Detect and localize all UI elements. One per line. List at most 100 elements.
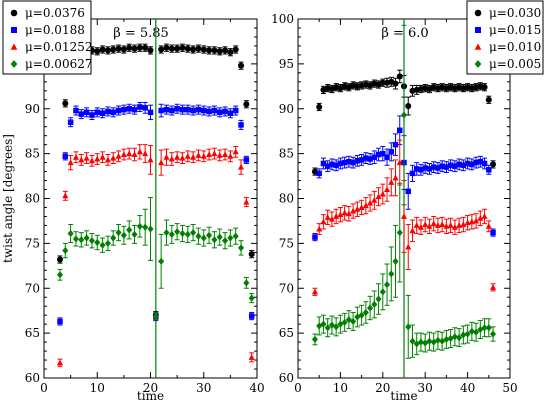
data-point <box>179 154 186 161</box>
data-point <box>413 166 420 172</box>
data-point <box>384 154 390 160</box>
data-point <box>179 229 186 238</box>
data-point <box>392 174 399 181</box>
data-point <box>447 222 454 228</box>
legend-label: μ=0.010 <box>489 40 541 54</box>
data-point <box>168 230 175 238</box>
legend-label: μ=0.015 <box>489 23 541 37</box>
data-point <box>99 153 106 160</box>
y-tick-label: 100 <box>271 12 294 26</box>
data-point <box>206 151 213 157</box>
data-point <box>120 46 127 53</box>
data-point <box>481 84 488 91</box>
data-point <box>486 167 492 173</box>
legend-marker <box>474 9 482 17</box>
data-point <box>346 158 352 165</box>
panel-beta-60: 0 10 20 30 40 50 60 65 70 75 80 85 90 95 100 time β = 6.… <box>271 0 544 403</box>
legend-label: μ=0.005 <box>489 57 541 71</box>
x-tick-label: 40 <box>249 381 264 395</box>
data-point <box>227 110 234 116</box>
data-point <box>375 151 382 158</box>
data-point <box>56 271 63 279</box>
data-point <box>379 288 386 296</box>
x-tick-label: 0 <box>294 381 302 395</box>
data-point <box>329 161 335 168</box>
data-point <box>396 159 403 166</box>
data-point <box>316 225 323 232</box>
y-tick-label: 75 <box>279 236 294 250</box>
legend-marker <box>10 9 18 17</box>
data-point <box>115 45 122 52</box>
data-point <box>67 229 74 238</box>
data-point <box>120 151 127 157</box>
data-point <box>379 190 386 197</box>
data-point <box>222 108 228 115</box>
data-point <box>447 162 454 169</box>
data-point <box>468 218 475 225</box>
data-point <box>232 148 239 155</box>
legend-label: μ=0.0376 <box>25 6 85 20</box>
data-point <box>195 152 202 158</box>
data-point <box>320 218 327 225</box>
data-point <box>333 162 339 169</box>
legend-box <box>2 0 92 75</box>
data-point <box>435 165 441 171</box>
data-point <box>426 166 433 172</box>
data-point <box>110 234 117 242</box>
data-point <box>227 234 234 242</box>
y-axis-label: twist angle [degrees] <box>1 134 15 263</box>
data-point <box>485 223 492 229</box>
data-point <box>409 337 416 345</box>
data-point <box>131 45 138 52</box>
data-point <box>62 246 69 255</box>
data-point <box>473 159 479 166</box>
data-point <box>434 336 441 344</box>
data-point <box>430 164 437 170</box>
data-point <box>439 163 445 169</box>
data-point <box>375 193 382 200</box>
y-tick-label: 65 <box>279 326 294 340</box>
data-point <box>481 160 488 167</box>
data-point <box>62 100 69 107</box>
data-point <box>430 220 437 227</box>
data-point <box>184 45 191 52</box>
data-point <box>163 229 170 237</box>
data-point <box>184 153 191 159</box>
data-point <box>350 207 357 214</box>
data-point <box>94 155 101 162</box>
data-point <box>131 106 138 113</box>
data-point <box>443 335 450 343</box>
data-point <box>490 284 497 290</box>
data-point <box>115 229 122 237</box>
data-point <box>350 159 356 166</box>
data-point <box>473 217 480 224</box>
data-point <box>238 244 245 252</box>
legend-label: μ=0.00627 <box>25 57 92 71</box>
series-2 <box>311 139 497 296</box>
y-tick-label: 85 <box>25 147 40 161</box>
data-point <box>324 214 331 220</box>
data-point <box>142 223 149 231</box>
data-point <box>110 109 116 116</box>
series-3 <box>311 24 497 359</box>
data-point <box>363 155 369 161</box>
data-point <box>379 79 386 86</box>
data-point <box>248 251 255 258</box>
data-point <box>371 154 378 160</box>
x-axis-label: time <box>137 389 164 403</box>
data-point <box>243 279 250 287</box>
y-tick-label: 85 <box>279 147 294 161</box>
data-point <box>222 151 229 157</box>
data-point <box>99 241 106 249</box>
data-point <box>152 312 159 320</box>
data-point <box>190 153 197 160</box>
x-tick-label: 40 <box>460 381 475 395</box>
data-point <box>168 155 175 162</box>
data-point <box>201 107 207 114</box>
data-point <box>477 158 484 165</box>
data-point <box>456 222 463 228</box>
data-point <box>174 153 181 160</box>
y-tick-label: 75 <box>25 236 40 250</box>
legend-marker <box>10 60 18 68</box>
data-point <box>324 163 331 169</box>
